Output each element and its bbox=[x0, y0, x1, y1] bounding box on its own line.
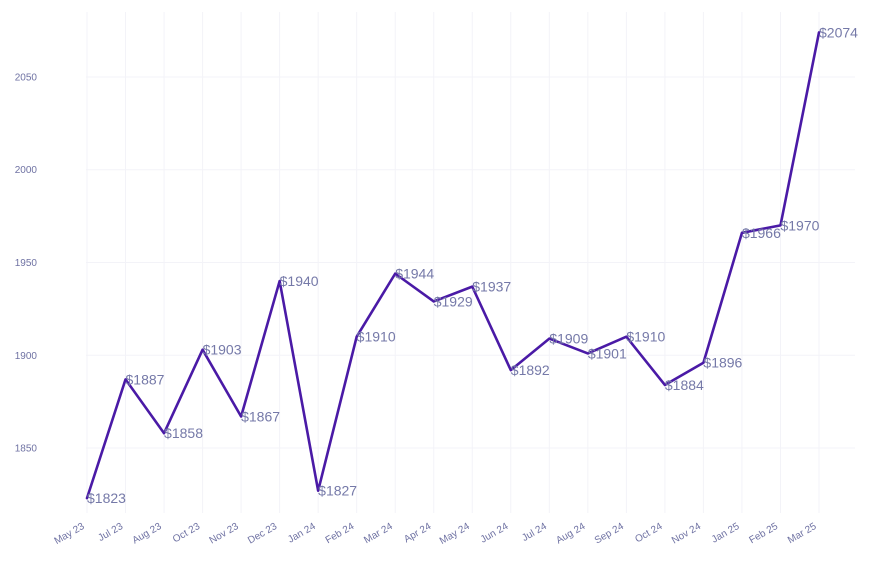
data-label: $1970 bbox=[780, 217, 819, 233]
data-label: $1910 bbox=[626, 329, 665, 345]
x-tick-label: Sep 24 bbox=[593, 521, 626, 547]
data-label: $1884 bbox=[665, 377, 704, 393]
data-label: $1966 bbox=[742, 225, 781, 241]
x-tick-label: Oct 23 bbox=[171, 521, 202, 545]
data-label: $1901 bbox=[588, 345, 627, 361]
x-tick-label: Nov 23 bbox=[208, 521, 241, 547]
data-label: $1892 bbox=[511, 362, 550, 378]
y-axis: 1850 1900 1950 2000 2050 bbox=[15, 72, 38, 454]
data-label: $1858 bbox=[164, 425, 203, 441]
series-line bbox=[85, 31, 821, 500]
data-label: $1944 bbox=[395, 266, 434, 282]
x-axis: May 23 Jul 23 Aug 23 Oct 23 Nov 23 Dec 23 Jan … bbox=[53, 521, 819, 547]
x-tick-label: Feb 24 bbox=[324, 521, 357, 546]
data-label: $1896 bbox=[703, 355, 742, 371]
x-tick-label: Mar 24 bbox=[362, 521, 395, 546]
x-tick-label: May 23 bbox=[53, 521, 87, 547]
x-tick-label: May 24 bbox=[438, 521, 472, 547]
data-label: $1937 bbox=[472, 279, 511, 295]
data-label: $1903 bbox=[203, 342, 242, 358]
data-label: $1929 bbox=[434, 293, 473, 309]
data-label: $1867 bbox=[241, 409, 280, 425]
x-tick-label: Oct 24 bbox=[633, 521, 664, 545]
y-tick-label: 1950 bbox=[15, 258, 38, 269]
data-labels: $1823 $1887 $1858 $1903 $1867 $1940 $1827 $1910… bbox=[87, 24, 858, 506]
x-tick-label: Mar 25 bbox=[786, 521, 819, 546]
x-tick-label: Jul 23 bbox=[96, 521, 125, 544]
data-label: $1909 bbox=[549, 331, 588, 347]
x-tick-label: Jan 24 bbox=[286, 521, 318, 546]
x-tick-label: Feb 25 bbox=[748, 521, 781, 546]
x-tick-label: Aug 24 bbox=[554, 521, 587, 547]
grid bbox=[86, 12, 855, 513]
y-tick-label: 1850 bbox=[15, 444, 38, 455]
x-tick-label: Jul 24 bbox=[520, 521, 549, 544]
data-label: $1940 bbox=[280, 273, 319, 289]
data-label: $1910 bbox=[357, 329, 396, 345]
data-label: $1827 bbox=[318, 483, 357, 499]
y-tick-label: 2000 bbox=[15, 165, 38, 176]
data-label: $2074 bbox=[819, 24, 858, 40]
x-tick-label: Dec 23 bbox=[246, 521, 279, 547]
y-tick-label: 1900 bbox=[15, 351, 38, 362]
x-tick-label: Jun 24 bbox=[479, 521, 511, 546]
data-label: $1887 bbox=[126, 371, 165, 387]
data-label: $1823 bbox=[87, 490, 126, 506]
x-tick-label: Apr 24 bbox=[402, 521, 433, 545]
series bbox=[85, 31, 821, 500]
x-tick-label: Jan 25 bbox=[710, 521, 742, 546]
y-tick-label: 2050 bbox=[15, 72, 38, 83]
x-tick-label: Nov 24 bbox=[670, 521, 703, 547]
x-tick-label: Aug 23 bbox=[131, 521, 164, 547]
